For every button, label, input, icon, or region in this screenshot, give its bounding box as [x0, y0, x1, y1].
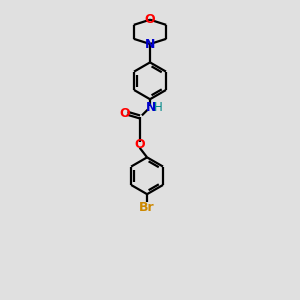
- Text: H: H: [154, 101, 163, 114]
- Text: O: O: [134, 138, 145, 151]
- Text: O: O: [119, 107, 130, 120]
- Text: O: O: [145, 13, 155, 26]
- Text: N: N: [146, 101, 156, 114]
- Text: Br: Br: [139, 201, 155, 214]
- Text: N: N: [145, 38, 155, 50]
